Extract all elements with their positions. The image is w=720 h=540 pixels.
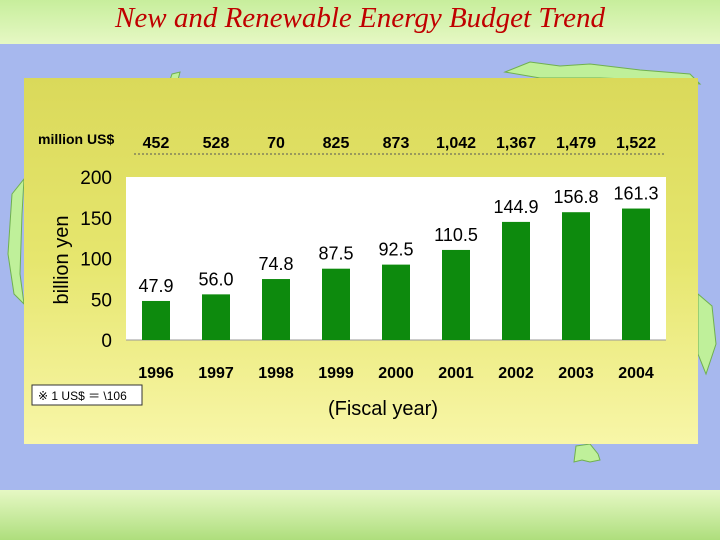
y-axis-label: billion yen: [51, 216, 73, 305]
x-tick-1998: 1998: [258, 365, 294, 382]
usd-header: million US$: [38, 131, 114, 147]
island-shape: [7, 177, 25, 306]
value-label-2004: 161.3: [613, 184, 658, 204]
x-tick-2002: 2002: [498, 365, 534, 382]
y-axis-ticks: 0 50 100 150 200: [80, 168, 112, 352]
usd-value-2001: 1,042: [436, 135, 476, 152]
usd-value-1999: 825: [323, 135, 350, 152]
value-label-2000: 92.5: [378, 240, 413, 260]
exchange-note-box: [31, 384, 143, 406]
bar-1999: [322, 268, 350, 340]
x-tick-2003: 2003: [558, 365, 594, 382]
y-tick-100: 100: [80, 250, 112, 271]
x-axis-ticks: 1996 1997 1998 1999 2000 2001 2002 2003 2004: [138, 365, 654, 382]
bar-2000: [382, 264, 410, 340]
x-tick-2004: 2004: [618, 365, 654, 382]
usd-value-1997: 528: [203, 135, 230, 152]
x-tick-1997: 1997: [198, 365, 234, 382]
value-label-2003: 156.8: [553, 187, 598, 207]
usd-value-2000: 873: [383, 135, 410, 152]
bars-group: [142, 208, 650, 340]
island-shape: [573, 443, 601, 463]
y-tick-0: 0: [101, 331, 112, 352]
top-band: [0, 0, 720, 44]
usd-value-1996: 452: [143, 135, 170, 152]
value-label-2001: 110.5: [434, 225, 478, 245]
y-tick-200: 200: [80, 168, 112, 189]
slide-title: New and Renewable Energy Budget Trend: [115, 2, 605, 34]
value-label-1997: 56.0: [198, 269, 233, 289]
bar-1998: [262, 279, 290, 340]
usd-value-2003: 1,479: [556, 135, 596, 152]
bar-1996: [142, 300, 170, 340]
usd-value-2004: 1,522: [616, 135, 656, 152]
x-tick-2001: 2001: [438, 365, 474, 382]
value-label-1998: 74.8: [258, 254, 293, 274]
value-labels-group: 47.9 56.0 74.8 87.5 92.5 110.5 144.9 156.8 161.3: [138, 184, 658, 296]
value-label-1996: 47.9: [138, 276, 173, 296]
bar-chart: million US$ 452 528 70 825 873 1,042 1,367 1,47…: [31, 131, 666, 420]
x-tick-1999: 1999: [318, 365, 354, 382]
y-tick-150: 150: [80, 209, 112, 230]
usd-value-2002: 1,367: [496, 135, 536, 152]
bar-2002: [502, 221, 530, 340]
value-label-1999: 87.5: [318, 244, 353, 264]
exchange-note: ※ 1 US$ ＝ \106: [38, 389, 127, 403]
x-tick-1996: 1996: [138, 365, 174, 382]
usd-values-row: 452 528 70 825 873 1,042 1,367 1,479 1,522: [143, 135, 656, 152]
x-axis-label: (Fiscal year): [328, 398, 438, 420]
y-tick-50: 50: [91, 290, 112, 311]
value-label-2002: 144.9: [493, 197, 538, 217]
bar-2004: [622, 208, 650, 340]
usd-value-1998: 70: [267, 135, 285, 152]
island-shape: [697, 292, 717, 376]
bottom-band: [0, 490, 720, 540]
x-tick-2000: 2000: [378, 365, 414, 382]
bar-2001: [442, 249, 470, 340]
bar-1997: [202, 294, 230, 340]
bar-2003: [562, 212, 590, 340]
